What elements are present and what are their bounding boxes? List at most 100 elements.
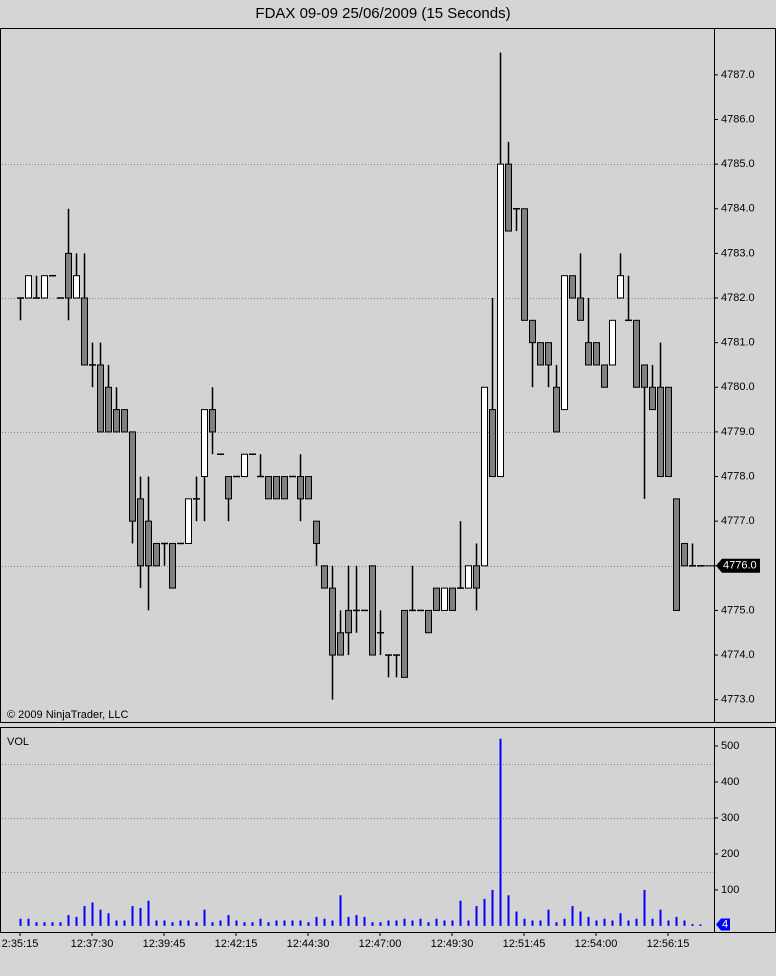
candle-body [41, 275, 48, 299]
candle-body [609, 319, 616, 366]
candle-body [169, 542, 176, 589]
candle-body [65, 252, 72, 299]
candle-body [297, 476, 304, 500]
candle-body [305, 476, 312, 500]
candle-body [649, 386, 656, 411]
y-tick-label: 4785.0 [721, 158, 755, 170]
y-tick-label: 4775.0 [721, 604, 755, 616]
candle-body [265, 476, 272, 500]
candle-body [441, 587, 448, 611]
last-price-label: 4776.0 [723, 560, 757, 572]
candle-body [321, 565, 328, 589]
candle-body [537, 342, 544, 366]
last-volume-label: 4 [722, 918, 728, 930]
candle-body [25, 275, 32, 299]
candle-body [273, 476, 280, 500]
candle-body [481, 386, 488, 567]
candle-body [337, 632, 344, 656]
candle-body [465, 565, 472, 589]
x-tick-label: 12:42:15 [215, 938, 258, 950]
last-price-tag [716, 558, 760, 573]
candle-body [553, 386, 560, 433]
candle-body [185, 498, 192, 544]
y-tick-label: 500 [721, 740, 739, 752]
candle-body [313, 520, 320, 544]
candle-body [153, 542, 160, 567]
candle-body [129, 431, 136, 522]
candle-body [633, 319, 640, 388]
candle-body [425, 609, 432, 634]
candle-body [617, 275, 624, 299]
y-tick-label: 4784.0 [721, 203, 755, 215]
candle-body [113, 409, 120, 433]
x-tick-label: 12:56:15 [647, 938, 690, 950]
y-tick-label: 400 [721, 776, 739, 788]
candle-body [73, 275, 80, 299]
x-tick-label: 12:54:00 [575, 938, 618, 950]
candle-body [105, 386, 112, 433]
volume-title: VOL [7, 736, 29, 748]
x-tick-label: 12:39:45 [143, 938, 186, 950]
candle-body [137, 498, 144, 567]
candle-body [569, 275, 576, 299]
candle-body [345, 609, 352, 634]
candle-body [497, 163, 504, 478]
candle-body [505, 163, 512, 232]
candle-body [601, 364, 608, 388]
volume-panel [0, 727, 776, 933]
candle-body [641, 364, 648, 388]
candle-body [449, 587, 456, 611]
candle-body [473, 565, 480, 589]
candle-body [657, 386, 664, 478]
candle-body [561, 275, 568, 411]
y-tick-label: 4786.0 [721, 113, 755, 125]
chart-title: FDAX 09-09 25/06/2009 (15 Seconds) [255, 5, 510, 22]
y-tick-label: 4787.0 [721, 69, 755, 81]
y-tick-label: 100 [721, 884, 739, 896]
y-tick-label: 4777.0 [721, 515, 755, 527]
x-tick-label: 12:44:30 [287, 938, 330, 950]
candle-body [369, 565, 376, 656]
last-volume-tag [716, 918, 730, 931]
candle-body [121, 409, 128, 433]
candle-body [665, 386, 672, 478]
candle-body [281, 476, 288, 500]
y-tick-label: 300 [721, 812, 739, 824]
candle-body [145, 520, 152, 567]
copyright: © 2009 NinjaTrader, LLC [7, 709, 128, 721]
candle-body [529, 319, 536, 344]
candle-body [401, 609, 408, 678]
x-tick-label: 12:51:45 [503, 938, 546, 950]
candle-body [201, 409, 208, 478]
y-tick-label: 4780.0 [721, 381, 755, 393]
candle-body [577, 297, 584, 321]
y-tick-label: 4778.0 [721, 470, 755, 482]
y-tick-label: 4782.0 [721, 292, 755, 304]
candle-body [585, 342, 592, 366]
candle-body [521, 208, 528, 321]
y-tick-label: 200 [721, 848, 739, 860]
candle-body [81, 297, 88, 366]
y-tick-label: 4774.0 [721, 649, 755, 661]
y-tick-label: 4781.0 [721, 337, 755, 349]
candle-body [681, 542, 688, 567]
x-tick-label: 12:47:00 [359, 938, 402, 950]
candle-body [97, 364, 104, 433]
y-tick-label: 4773.0 [721, 694, 755, 706]
y-tick-label: 4779.0 [721, 426, 755, 438]
candle-body [329, 587, 336, 656]
candle-body [241, 453, 248, 478]
x-tick-label: 2:35:15 [2, 938, 39, 950]
candle-body [225, 476, 232, 500]
candle-body [433, 587, 440, 611]
y-tick-label: 4783.0 [721, 247, 755, 259]
candle-body [209, 409, 216, 433]
x-tick-label: 12:37:30 [71, 938, 114, 950]
candle-body [593, 342, 600, 366]
candle-body [545, 342, 552, 366]
price-panel [0, 28, 776, 723]
candle-body [673, 498, 680, 611]
candle-body [489, 409, 496, 478]
